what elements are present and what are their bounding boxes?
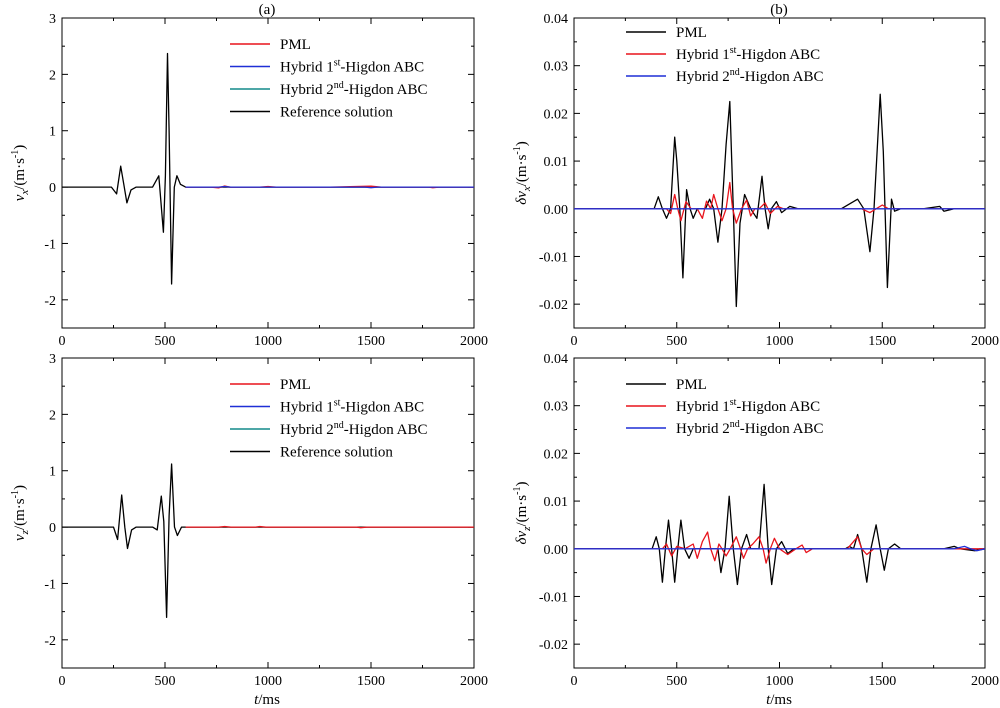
x-tick-label: 1000 — [766, 334, 794, 349]
y-tick-label: 0.03 — [544, 60, 569, 75]
plot-frame — [573, 17, 986, 329]
y-tick-label: 2 — [49, 408, 56, 423]
y-tick-label: 0 — [49, 181, 56, 196]
y-tick-label: -0.02 — [539, 638, 568, 653]
x-tick-label: 2000 — [460, 334, 488, 349]
series-line-pml — [574, 531, 985, 564]
y-tick-label: 0.04 — [544, 352, 569, 367]
x-tick-label: 0 — [571, 674, 578, 689]
series-line-reference — [62, 52, 474, 285]
y-tick-label: 0.01 — [544, 155, 569, 170]
y-tick-label: 0.02 — [544, 447, 569, 462]
chart-vx-error: 0 500 1000 1500 2000 -0.02 -0.01 0.00 0.01 0.02 0.… — [512, 12, 999, 349]
series-group — [574, 93, 985, 308]
series-line-higdon1 — [574, 545, 985, 552]
legend-entry: Reference solution — [280, 105, 393, 121]
x-axis-label-left: t/ms — [254, 692, 280, 708]
y-tick-label: -2 — [44, 294, 56, 309]
y-tick-label: 0.00 — [544, 203, 569, 218]
y-tick-label: 0.00 — [544, 543, 569, 558]
x-tick-label: 1500 — [357, 334, 385, 349]
x-tick-label: 0 — [59, 334, 66, 349]
series-line-pml — [185, 525, 474, 529]
y-tick-label: 3 — [49, 352, 56, 367]
series-group — [62, 52, 474, 285]
y-tick-label: 1 — [49, 125, 56, 140]
x-tick-label: 2000 — [971, 334, 999, 349]
x-tick-label: 1500 — [357, 674, 385, 689]
series-line-higdon1 — [185, 185, 474, 189]
legend-entry: Hybrid 2nd-Higdon ABC — [676, 419, 824, 437]
legend-entry: PML — [676, 25, 707, 41]
legend-entry: Hybrid 2nd-Higdon ABC — [676, 67, 824, 85]
panel-label-b: (b) — [770, 2, 788, 18]
x-tick-label: 1000 — [254, 334, 282, 349]
y-axis-label: vz/(m·s-1) — [10, 485, 31, 541]
series-line-reference — [574, 93, 985, 308]
legend-entry: Hybrid 1st-Higdon ABC — [280, 58, 424, 76]
x-axis-label-right: t/ms — [766, 692, 792, 708]
x-tick-label: 0 — [571, 334, 578, 349]
x-tick-label: 1500 — [868, 334, 896, 349]
legend-entry: Reference solution — [280, 445, 393, 461]
chart-vz-waveform: 0 500 1000 1500 2000 -2 -1 0 1 2 3 vz/(m·s-1) PML Hyb… — [10, 352, 488, 689]
x-tick-label: 1000 — [766, 674, 794, 689]
x-tick-label: 500 — [666, 334, 687, 349]
y-tick-label: 0.01 — [544, 495, 569, 510]
x-tick-label: 500 — [155, 334, 176, 349]
series-line-pml — [574, 181, 985, 224]
chart-vz-error: 0 500 1000 1500 2000 -0.02 -0.01 0.00 0.01 0.02 0.… — [512, 352, 999, 689]
x-tick-label: 1500 — [868, 674, 896, 689]
y-tick-label: 0 — [49, 521, 56, 536]
x-tick-label: 500 — [666, 674, 687, 689]
y-tick-label: 3 — [49, 12, 56, 27]
legend-entry: Hybrid 1st-Higdon ABC — [676, 397, 820, 415]
x-tick-label: 2000 — [971, 674, 999, 689]
series-line-reference — [62, 463, 474, 618]
series-group — [62, 463, 474, 618]
x-tick-label: 500 — [155, 674, 176, 689]
y-tick-label: -1 — [44, 577, 56, 592]
legend-entry: Hybrid 1st-Higdon ABC — [676, 45, 820, 63]
chart-vx-waveform: 0 500 1000 1500 2000 -2 -1 0 1 2 3 vx/(m·s-1) PML Hyb… — [10, 12, 488, 349]
x-tick-label: 2000 — [460, 674, 488, 689]
legend-entry: Hybrid 2nd-Higdon ABC — [280, 420, 428, 438]
y-tick-label: 0.02 — [544, 107, 569, 122]
legend-entry: PML — [280, 37, 311, 53]
legend-entry: Hybrid 1st-Higdon ABC — [280, 398, 424, 416]
y-axis-label: δvx/(m·s-1) — [512, 141, 533, 205]
y-tick-label: -2 — [44, 634, 56, 649]
y-tick-label: 0.04 — [544, 12, 569, 27]
y-tick-label: -0.02 — [539, 298, 568, 313]
y-tick-label: 1 — [49, 465, 56, 480]
y-axis-label: δvz/(m·s-1) — [512, 482, 533, 545]
series-line-reference — [574, 483, 985, 586]
legend-entry: PML — [280, 377, 311, 393]
legend-entry: Hybrid 2nd-Higdon ABC — [280, 80, 428, 98]
y-tick-label: -0.01 — [539, 250, 568, 265]
y-tick-label: -1 — [44, 237, 56, 252]
y-tick-label: 0.03 — [544, 400, 569, 415]
y-tick-label: 2 — [49, 68, 56, 83]
y-axis-label: vx/(m·s-1) — [10, 145, 31, 202]
y-tick-label: -0.01 — [539, 590, 568, 605]
legend-entry: PML — [676, 377, 707, 393]
x-tick-label: 0 — [59, 674, 66, 689]
panel-label-a: (a) — [259, 2, 276, 18]
x-tick-label: 1000 — [254, 674, 282, 689]
series-group — [574, 483, 985, 586]
